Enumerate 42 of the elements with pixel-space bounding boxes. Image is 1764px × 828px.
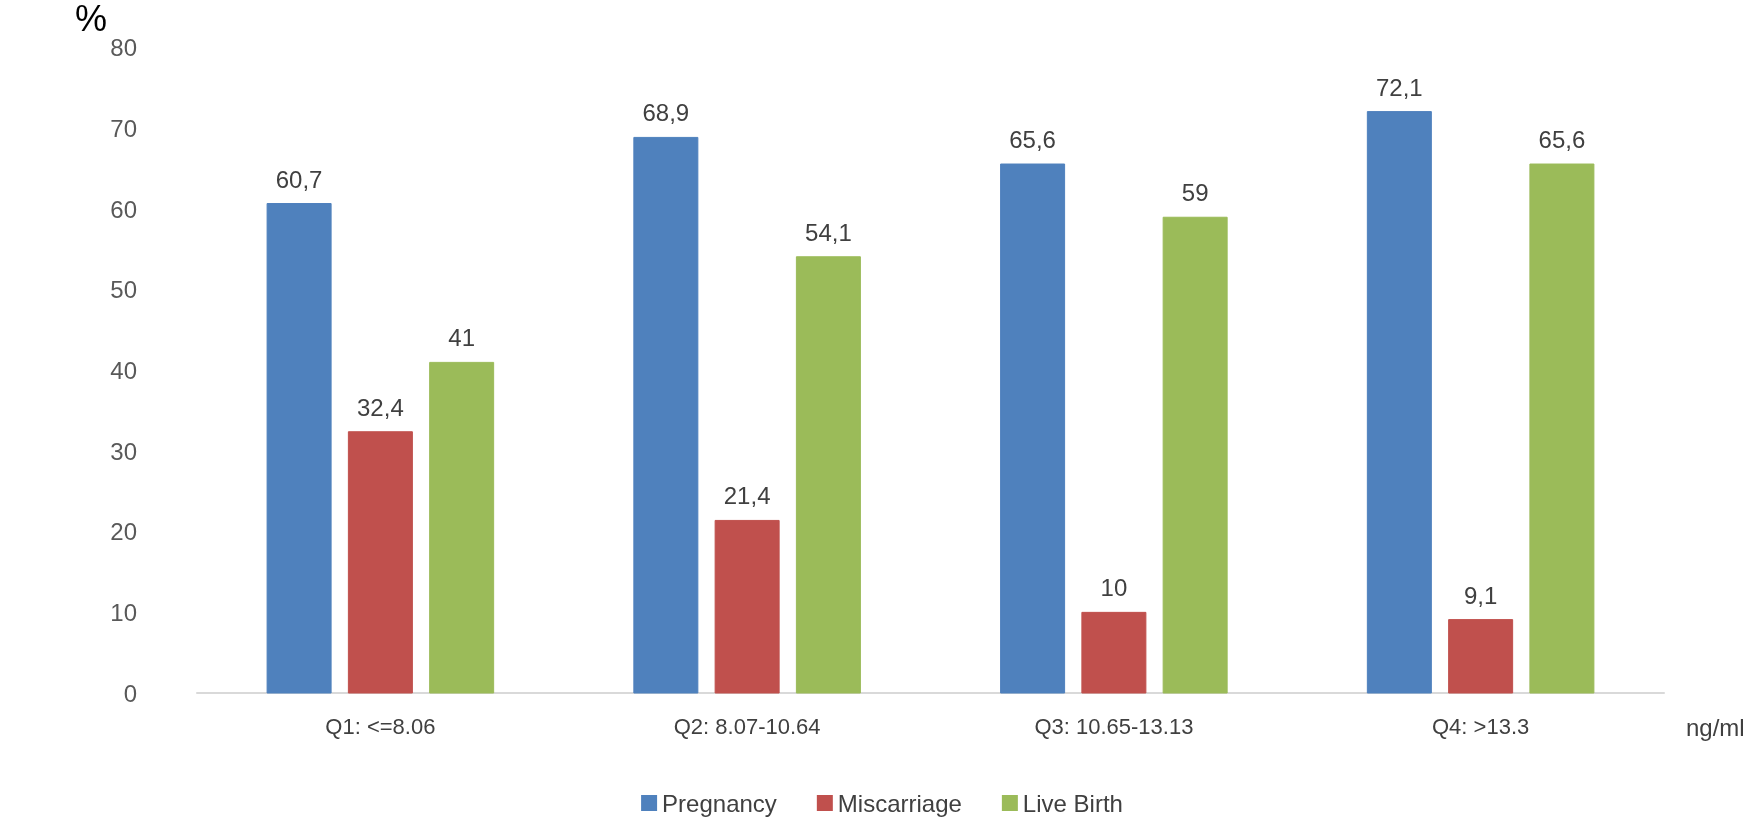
bar — [714, 519, 780, 694]
y-axis-title: % — [74, 0, 107, 39]
y-tick-label: 70 — [110, 115, 137, 143]
y-tick-label: 40 — [110, 356, 137, 384]
data-label: 59 — [1181, 179, 1209, 207]
bar — [266, 203, 332, 694]
bar — [1162, 216, 1228, 694]
data-label: 72,1 — [1375, 73, 1423, 101]
bar — [1448, 619, 1514, 694]
y-tick-label: 20 — [110, 518, 137, 546]
x-tick-label: Q1: <=8.06 — [325, 713, 436, 739]
data-label: 54,1 — [805, 218, 852, 246]
data-label: 21,4 — [723, 482, 771, 510]
bar — [1081, 611, 1147, 694]
bar — [1366, 111, 1432, 694]
bar — [1529, 163, 1595, 694]
x-axis-title: ng/ml — [1686, 713, 1745, 741]
data-label: 65,6 — [1538, 126, 1586, 154]
x-tick-label: Q4: >13.3 — [1432, 713, 1530, 739]
data-label: 41 — [448, 324, 476, 352]
legend-label: Miscarriage — [837, 789, 962, 817]
y-tick-label: 30 — [110, 437, 137, 465]
y-tick-label: 50 — [110, 276, 137, 304]
y-tick-label: 80 — [110, 34, 137, 62]
bar — [633, 136, 699, 694]
legend-label: Pregnancy — [662, 789, 777, 817]
bar — [795, 256, 861, 694]
legend-label: Live Birth — [1022, 789, 1123, 817]
data-label: 32,4 — [357, 393, 404, 421]
x-tick-label: Q3: 10.65-13.13 — [1034, 713, 1194, 739]
y-tick-label: 0 — [123, 679, 137, 707]
data-label: 9,1 — [1463, 581, 1498, 609]
data-label: 60,7 — [275, 165, 323, 193]
data-label: 68,9 — [642, 99, 690, 127]
bar — [1000, 163, 1066, 694]
x-tick-label: Q2: 8.07-10.64 — [673, 713, 821, 739]
y-tick-label: 10 — [110, 598, 137, 626]
data-label: 10 — [1100, 574, 1128, 602]
data-label: 65,6 — [1009, 126, 1056, 154]
y-tick-label: 60 — [110, 195, 137, 223]
bar — [429, 361, 495, 694]
bar — [347, 431, 413, 694]
